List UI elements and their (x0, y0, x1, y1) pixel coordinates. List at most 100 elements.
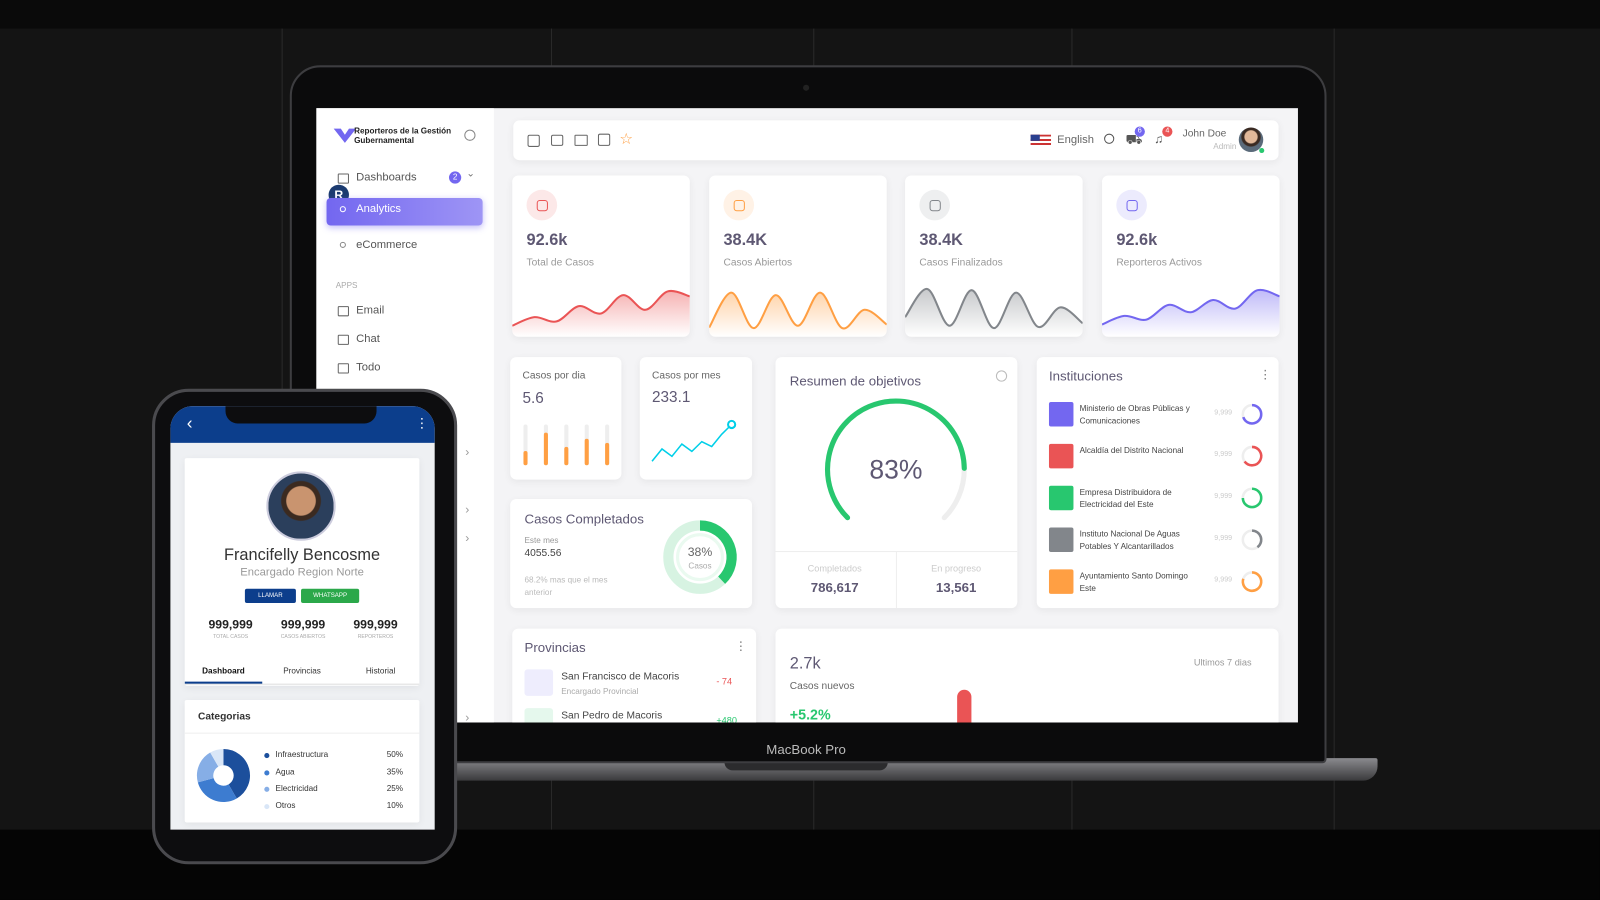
stat-icon (919, 189, 950, 221)
institution-count: 9,999 (1214, 451, 1233, 459)
sparkline (709, 291, 887, 337)
card-value: 5.6 (522, 389, 544, 408)
progress-ring (1241, 529, 1263, 551)
note: 68.2% mas que el mes anterior (524, 575, 608, 597)
chevron: ⌄ (466, 168, 475, 180)
phone-stat-value: 999,999 (280, 617, 326, 632)
donut-slice (222, 748, 250, 799)
sparkline (512, 289, 690, 337)
user-role: Admin (1213, 141, 1237, 152)
search-icon[interactable] (1104, 133, 1115, 144)
institution-color (1048, 443, 1074, 469)
bar (584, 438, 589, 466)
app-icon (337, 334, 349, 345)
sparkline-line (1102, 288, 1280, 326)
bell-icon[interactable]: ♫ (1154, 131, 1164, 146)
menu-item[interactable]: Dashboards (356, 171, 417, 184)
menu-icon (337, 173, 349, 184)
province-change: +480 (716, 715, 738, 723)
call-label: LLAMAR (258, 592, 283, 599)
institution-name: Empresa Distribuidora de Electricidad de… (1079, 487, 1172, 510)
star-icon[interactable]: ☆ (619, 130, 634, 148)
user-name: John Doe (1182, 128, 1227, 140)
more-menu[interactable]: ⋮ (415, 415, 429, 431)
phone-tab[interactable]: Historial (365, 666, 396, 676)
stat-icon (526, 189, 558, 221)
phone-stat-value: 999,999 (353, 617, 398, 632)
stat-icon-glyph (1126, 199, 1138, 212)
legend-name: Agua (275, 766, 295, 777)
stat-icon-glyph (536, 199, 548, 212)
active-item[interactable] (326, 197, 483, 226)
bar (957, 689, 972, 723)
app-icon (337, 306, 349, 317)
todo-icon[interactable] (527, 134, 540, 147)
province-icon (524, 669, 554, 696)
institution-count: 9,999 (1214, 409, 1233, 417)
chevron: › (465, 710, 470, 723)
stat-card: 92.6k Reporteros Activos (1102, 175, 1280, 337)
phone-tab[interactable]: Provincias (283, 666, 321, 676)
casos-dia-card: Casos por dia 5.6 (510, 357, 622, 480)
legend-name: Otros (275, 800, 296, 810)
institution-name: Ministerio de Obras Públicas y Comunicac… (1079, 404, 1190, 426)
call-button[interactable]: LLAMAR (244, 588, 296, 604)
bar (543, 432, 548, 466)
institution-color (1048, 485, 1074, 511)
province-change: - 74 (716, 676, 733, 687)
category-donut (196, 748, 250, 803)
metric-label: En progreso (931, 563, 982, 574)
device-label: MacBook Pro (766, 741, 846, 758)
profile-card: Francifelly Bencosme Encargado Region No… (184, 458, 420, 686)
brand-logo (333, 128, 357, 143)
app-item[interactable]: Todo (356, 361, 381, 374)
chat-icon[interactable] (551, 134, 564, 146)
whatsapp-button[interactable]: WHATSAPP (301, 588, 360, 604)
ring-value (1242, 403, 1263, 425)
menu-item[interactable]: eCommerce (356, 238, 418, 252)
camera (803, 84, 810, 91)
bar (564, 446, 569, 466)
ring-value (1243, 445, 1263, 467)
line-chart (651, 419, 737, 462)
card-title: Casos Completados (524, 511, 644, 527)
help-icon[interactable] (995, 370, 1008, 382)
collapse-toggle[interactable] (464, 129, 476, 141)
whatsapp-label: WHATSAPP (313, 592, 348, 599)
divider (895, 551, 897, 609)
gauge-value (825, 398, 967, 521)
profile-role: Encargado Region Norte (240, 566, 364, 579)
user-avatar[interactable] (1238, 127, 1264, 153)
stat-label: Casos Abiertos (723, 257, 793, 269)
nuevos-value: 2.7k (789, 655, 821, 673)
period: Este mes (524, 535, 559, 545)
metric-label: Completados (807, 563, 862, 574)
language[interactable]: English (1057, 133, 1094, 146)
card-title: Provincias (524, 639, 586, 656)
stat-label: Reporteros Activos (1116, 257, 1202, 269)
legend-name: Infraestructura (275, 749, 329, 760)
line-end-point (727, 419, 737, 430)
back-button[interactable]: ‹ (186, 413, 193, 433)
institution-color (1048, 527, 1074, 553)
more-menu: ⋮ (734, 638, 747, 654)
nuevos-period: Ultimos 7 dias (1193, 657, 1252, 668)
profile-photo (266, 471, 336, 541)
institution-color (1048, 402, 1074, 427)
email-icon[interactable] (574, 134, 588, 146)
menu-item[interactable]: Analytics (356, 203, 402, 216)
progress-ring (1241, 487, 1263, 509)
progress-ring (1241, 403, 1263, 425)
more-menu: ⋮ (1259, 367, 1272, 382)
cart-badge: 6 (1134, 126, 1145, 137)
institution-color (1048, 569, 1074, 594)
institution-name: Alcaldía del Distrito Nacional (1079, 445, 1184, 456)
phone-tab[interactable]: Dashboard (202, 666, 245, 676)
app-item[interactable]: Chat (356, 332, 380, 345)
backdrop-line (1333, 28, 1335, 830)
app-item[interactable]: Email (356, 304, 385, 317)
calendar-icon[interactable] (597, 133, 611, 146)
donut-inner-ring (676, 533, 724, 582)
chevron: › (465, 530, 470, 545)
phone-stat-label: CASOS ABIERTOS (280, 633, 326, 640)
